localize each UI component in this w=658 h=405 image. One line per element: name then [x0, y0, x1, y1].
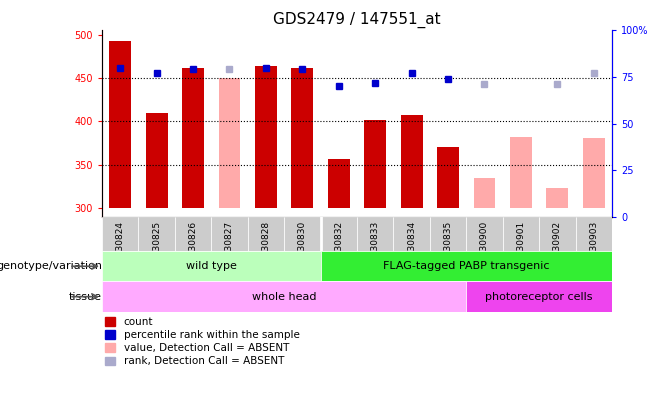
Bar: [430, 217, 467, 251]
Bar: [503, 217, 539, 251]
Bar: [437, 147, 459, 208]
Text: GSM30903: GSM30903: [589, 221, 598, 270]
Bar: [583, 138, 605, 208]
Text: wild type: wild type: [186, 261, 237, 271]
Text: GSM30826: GSM30826: [189, 221, 197, 270]
Text: FLAG-tagged PABP transgenic: FLAG-tagged PABP transgenic: [383, 261, 549, 271]
Bar: [211, 217, 247, 251]
Bar: [357, 217, 393, 251]
Bar: [145, 113, 168, 208]
Text: GSM30830: GSM30830: [298, 221, 307, 270]
Bar: [467, 281, 612, 312]
Bar: [291, 68, 313, 208]
Text: GSM30901: GSM30901: [517, 221, 525, 270]
Text: whole head: whole head: [252, 292, 316, 302]
Bar: [539, 217, 576, 251]
Bar: [546, 188, 569, 208]
Title: GDS2479 / 147551_at: GDS2479 / 147551_at: [273, 11, 441, 28]
Text: GSM30900: GSM30900: [480, 221, 489, 270]
Bar: [576, 217, 612, 251]
Bar: [393, 217, 430, 251]
Text: GSM30835: GSM30835: [443, 221, 453, 270]
Bar: [182, 68, 204, 208]
Bar: [320, 217, 357, 251]
Text: GSM30825: GSM30825: [152, 221, 161, 270]
Bar: [175, 217, 211, 251]
Bar: [218, 78, 240, 208]
Bar: [474, 178, 495, 208]
Bar: [247, 217, 284, 251]
Bar: [320, 251, 612, 281]
Bar: [102, 251, 320, 281]
Bar: [138, 217, 175, 251]
Bar: [255, 66, 277, 208]
Text: GSM30832: GSM30832: [334, 221, 343, 270]
Text: GSM30833: GSM30833: [370, 221, 380, 270]
Bar: [109, 41, 131, 208]
Bar: [284, 217, 320, 251]
Bar: [467, 217, 503, 251]
Text: genotype/variation: genotype/variation: [0, 261, 102, 271]
Bar: [365, 119, 386, 208]
Bar: [102, 217, 138, 251]
Text: photoreceptor cells: photoreceptor cells: [486, 292, 593, 302]
Legend: count, percentile rank within the sample, value, Detection Call = ABSENT, rank, : count, percentile rank within the sample…: [105, 317, 299, 367]
Text: GSM30827: GSM30827: [225, 221, 234, 270]
Bar: [328, 160, 349, 208]
Text: GSM30834: GSM30834: [407, 221, 416, 270]
Bar: [401, 115, 422, 208]
Bar: [102, 281, 467, 312]
Text: tissue: tissue: [69, 292, 102, 302]
Text: GSM30824: GSM30824: [116, 221, 125, 270]
Text: GSM30828: GSM30828: [261, 221, 270, 270]
Bar: [510, 137, 532, 208]
Text: GSM30902: GSM30902: [553, 221, 562, 270]
